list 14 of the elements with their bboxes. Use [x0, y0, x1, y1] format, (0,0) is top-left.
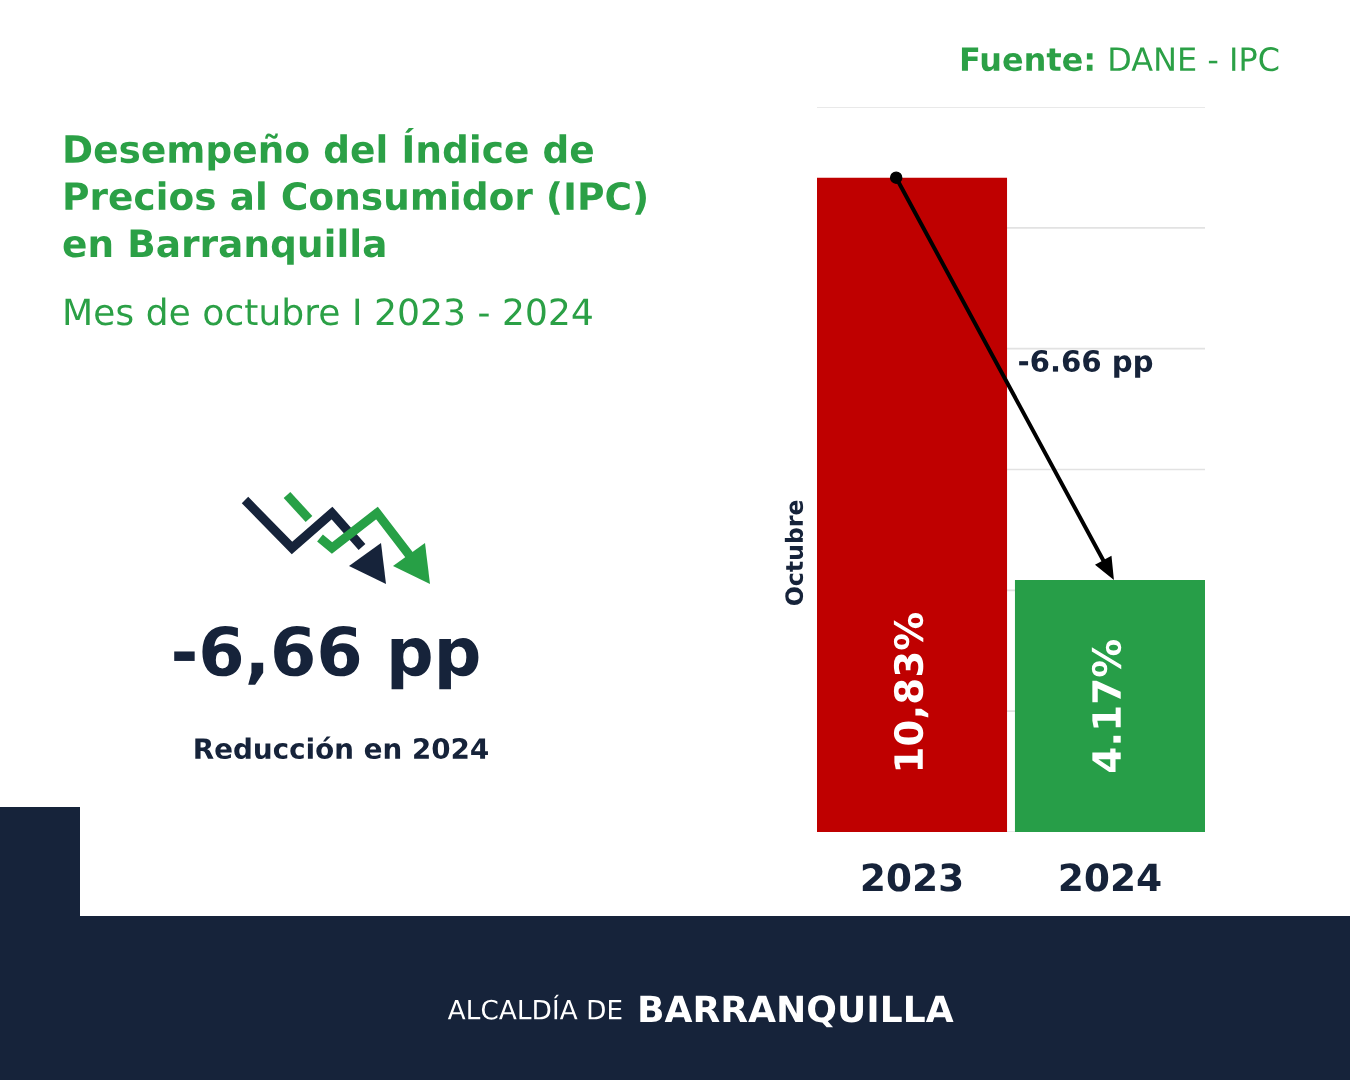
- data-label: 4.17%: [1091, 639, 1122, 772]
- text: Desempeño del Índice de Precios al Consumidor (IPC) en Barranquilla: [63, 128, 646, 265]
- y-axis-title: Octubre: [784, 500, 804, 606]
- annotation: -6.66 pp: [1019, 350, 1153, 378]
- source-note: Fuente:: [961, 47, 1093, 72]
- text: Mes de octubre I 2023 - 2024: [65, 297, 592, 326]
- data-label: 10,83%: [893, 612, 929, 770]
- x-tick-label: 2023: [862, 863, 962, 892]
- text: ALCALDÍA DE: [447, 994, 622, 1020]
- text: -6,66 pp: [174, 625, 479, 690]
- text: BARRANQUILLA: [640, 995, 954, 1028]
- text: DANE - IPC: [1110, 47, 1279, 72]
- x-tick-label: 2024: [1060, 863, 1161, 892]
- text: Reducción en 2024: [195, 736, 488, 760]
